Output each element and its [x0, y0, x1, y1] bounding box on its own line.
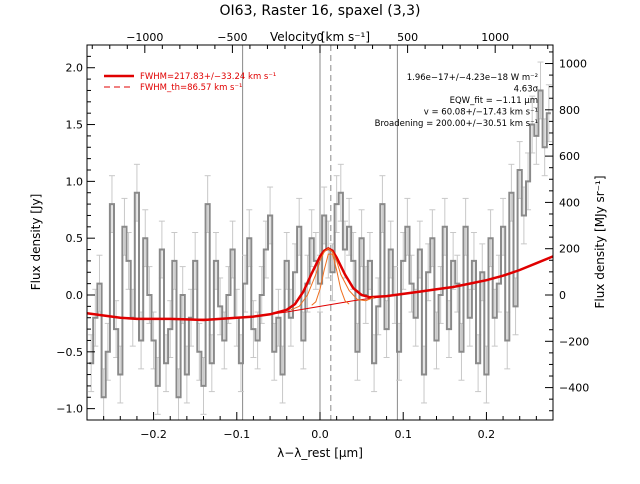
- x2-tick-label: 500: [397, 31, 418, 44]
- y-tick-label: 0.5: [66, 232, 84, 245]
- x2-tick-label: −1000: [126, 31, 163, 44]
- y-tick-label: 0.0: [66, 289, 84, 302]
- y-tick-label: 2.0: [66, 62, 84, 75]
- line-profile-curve: [290, 247, 375, 311]
- chart-title: OI63, Raster 16, spaxel (3,3): [220, 3, 421, 19]
- y-tick-label: −0.5: [56, 346, 83, 359]
- x-axis-label: λ−λ_rest [μm]: [277, 446, 363, 460]
- y2-tick-label: 600: [559, 150, 580, 163]
- x-tick-label: 0.2: [478, 428, 496, 441]
- x-tick-label: 0.1: [394, 428, 412, 441]
- thermal-profile-curve: [311, 253, 350, 306]
- y-axis-label: Flux density [Jy]: [29, 194, 43, 291]
- y-tick-label: 1.5: [66, 119, 84, 132]
- y2-axis-label: Flux density [MJy sr⁻¹]: [593, 175, 607, 308]
- y2-tick-label: 800: [559, 104, 580, 117]
- legend-label: FWHM=217.83+/−33.24 km s⁻¹: [140, 72, 276, 82]
- fit-annotation: EQW_fit = −1.11 μm: [450, 96, 538, 106]
- x2-tick-label: −500: [217, 31, 247, 44]
- series-layer: [86, 89, 554, 399]
- data-step-series: [89, 89, 551, 399]
- x-tick-label: 0.0: [311, 428, 329, 441]
- y2-tick-label: 200: [559, 243, 580, 256]
- y2-tick-label: 1000: [559, 58, 587, 71]
- fit-annotation: v = 60.08+/−17.43 km s⁻¹: [424, 108, 538, 118]
- y2-tick-label: −400: [559, 382, 589, 395]
- x2-tick-label: 1000: [481, 31, 509, 44]
- legend: FWHM=217.83+/−33.24 km s⁻¹FWHM_th=86.57 …: [104, 72, 276, 93]
- fit-annotation: 4.63σ: [514, 85, 539, 95]
- y2-tick-label: 0: [559, 289, 566, 302]
- y-tick-label: −1.0: [56, 403, 83, 416]
- y-tick-label: 1.0: [66, 175, 84, 188]
- x2-axis-label: Velocity [km s⁻¹]: [270, 30, 370, 44]
- axis-ticks: −0.2 −0.1 0.0 0.1 0.2 −1000 −500 0 500 1000 −1.0 −0…: [56, 31, 589, 441]
- fit-annotation: 1.96e−17+/−4.23e−18 W m⁻²: [407, 73, 538, 83]
- y2-tick-label: 400: [559, 196, 580, 209]
- x-tick-label: −0.1: [223, 428, 250, 441]
- continuum-curve: [86, 255, 554, 320]
- x2-tick-label: 0: [317, 31, 324, 44]
- legend-label: FWHM_th=86.57 km s⁻¹: [140, 83, 242, 93]
- fit-annotation: Broadening = 200.00+/−30.51 km s⁻¹: [375, 119, 538, 129]
- y2-tick-label: −200: [559, 335, 589, 348]
- x-tick-label: −0.2: [140, 428, 167, 441]
